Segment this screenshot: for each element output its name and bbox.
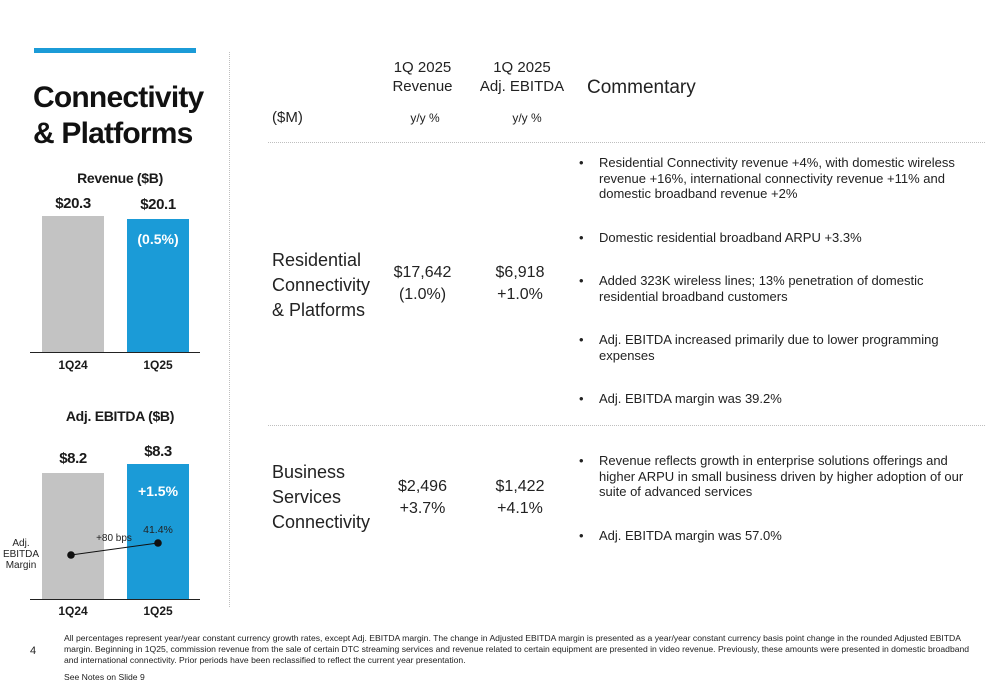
- section-title: Connectivity & Platforms: [33, 80, 223, 152]
- business-ebitda: $1,422 +4.1%: [475, 476, 565, 520]
- header-rule: [268, 142, 985, 143]
- ebitda-bar-1q24: [42, 472, 104, 599]
- col-header-commentary: Commentary: [587, 77, 696, 98]
- segment-name-line: Services: [272, 487, 342, 507]
- yy-label-revenue: y/y %: [410, 111, 440, 125]
- revenue-bar-1q25: [127, 219, 189, 352]
- margin-axis-label: Adj. EBITDA Margin: [2, 538, 40, 571]
- section-title-line-2: & Platforms: [33, 117, 193, 150]
- ebitda-value: $1,422: [495, 478, 545, 495]
- ebitda-x-axis: [30, 599, 200, 600]
- business-revenue: $2,496 +3.7%: [380, 476, 465, 520]
- segment-name-residential: Residential Connectivity & Platforms: [272, 248, 382, 323]
- x-tick-label: 1Q25: [143, 358, 173, 372]
- col-header-line: Revenue: [392, 78, 453, 95]
- commentary-bullet: Adj. EBITDA increased primarily due to l…: [577, 332, 967, 363]
- ebitda-value: $6,918: [495, 264, 545, 281]
- bar-value-label: $20.1: [140, 196, 176, 213]
- ebitda-chart-title: Adj. EBITDA ($B): [65, 408, 175, 424]
- ebitda-change: +4.1%: [497, 500, 543, 517]
- margin-trend-line: [70, 542, 159, 556]
- margin-change-label: +80 bps: [96, 533, 132, 544]
- revenue-value: $17,642: [393, 264, 452, 281]
- segment-name-line: Connectivity: [272, 512, 371, 532]
- page-number: 4: [30, 645, 37, 657]
- row-rule: [268, 425, 985, 426]
- bar-value-label: $20.3: [55, 195, 91, 212]
- accent-bar: [34, 48, 196, 53]
- residential-revenue: $17,642 (1.0%): [380, 262, 465, 306]
- col-header-ebitda: 1Q 2025 Adj. EBITDA: [472, 58, 572, 96]
- commentary-bullet: Residential Connectivity revenue +4%, wi…: [577, 155, 967, 202]
- revenue-change: (1.0%): [398, 286, 447, 303]
- revenue-x-axis: [30, 352, 200, 353]
- margin-point-1q24: [67, 551, 75, 559]
- business-commentary: Revenue reflects growth in enterprise so…: [577, 453, 967, 543]
- revenue-change: +3.7%: [399, 500, 446, 517]
- commentary-bullet: Adj. EBITDA margin was 57.0%: [577, 528, 967, 544]
- x-tick-label: 1Q24: [58, 358, 88, 372]
- see-notes-link: See Notes on Slide 9: [64, 672, 145, 682]
- col-header-revenue: 1Q 2025 Revenue: [380, 58, 465, 96]
- vertical-divider: [229, 52, 230, 607]
- margin-line-chart: [67, 539, 162, 559]
- margin-label-line: EBITDA: [2, 549, 40, 560]
- revenue-chart-title: Revenue ($B): [77, 170, 163, 186]
- margin-point-1q25: [154, 539, 162, 547]
- unit-label: ($M): [272, 109, 303, 126]
- revenue-change-label: (0.5%): [137, 231, 179, 247]
- ebitda-bar-1q25: [127, 464, 189, 599]
- x-tick-label: 1Q25: [143, 604, 173, 618]
- bar-value-label: $8.2: [59, 450, 87, 467]
- ebitda-change: +1.0%: [497, 286, 543, 303]
- col-header-line: Adj. EBITDA: [479, 78, 565, 95]
- commentary-bullet: Domestic residential broadband ARPU +3.3…: [577, 230, 967, 246]
- footnote: All percentages represent year/year cons…: [64, 633, 970, 665]
- x-tick-label: 1Q24: [58, 604, 88, 618]
- residential-commentary: Residential Connectivity revenue +4%, wi…: [577, 155, 967, 407]
- commentary-bullet: Revenue reflects growth in enterprise so…: [577, 453, 967, 500]
- commentary-bullet: Adj. EBITDA margin was 39.2%: [577, 391, 967, 407]
- ebitda-change-label: +1.5%: [137, 483, 179, 499]
- segment-name-line: & Platforms: [272, 300, 366, 320]
- col-header-line: 1Q 2025: [493, 59, 551, 76]
- margin-label-line: Margin: [5, 560, 37, 571]
- segment-name-line: Business: [272, 462, 346, 482]
- col-header-line: 1Q 2025: [393, 59, 452, 76]
- bar-value-label: $8.3: [144, 443, 172, 460]
- yy-label-ebitda: y/y %: [512, 111, 542, 125]
- margin-label-line: Adj.: [12, 538, 30, 549]
- ebitda-chart: Adj. EBITDA ($B) $8.2 $8.3 +1.5% 1Q24 1Q…: [30, 403, 210, 623]
- segment-name-line: Connectivity: [272, 275, 371, 295]
- segment-name-business: Business Services Connectivity: [272, 460, 382, 535]
- margin-value-label: 41.4%: [143, 524, 173, 536]
- segment-name-line: Residential: [272, 250, 362, 270]
- revenue-bar-1q24: [42, 216, 104, 352]
- revenue-chart: Revenue ($B) $20.3 $20.1 (0.5%) 1Q24 1Q2…: [30, 165, 210, 375]
- residential-ebitda: $6,918 +1.0%: [475, 262, 565, 306]
- section-title-line-1: Connectivity: [33, 81, 204, 114]
- commentary-bullet: Added 323K wireless lines; 13% penetrati…: [577, 273, 967, 304]
- revenue-value: $2,496: [398, 478, 447, 495]
